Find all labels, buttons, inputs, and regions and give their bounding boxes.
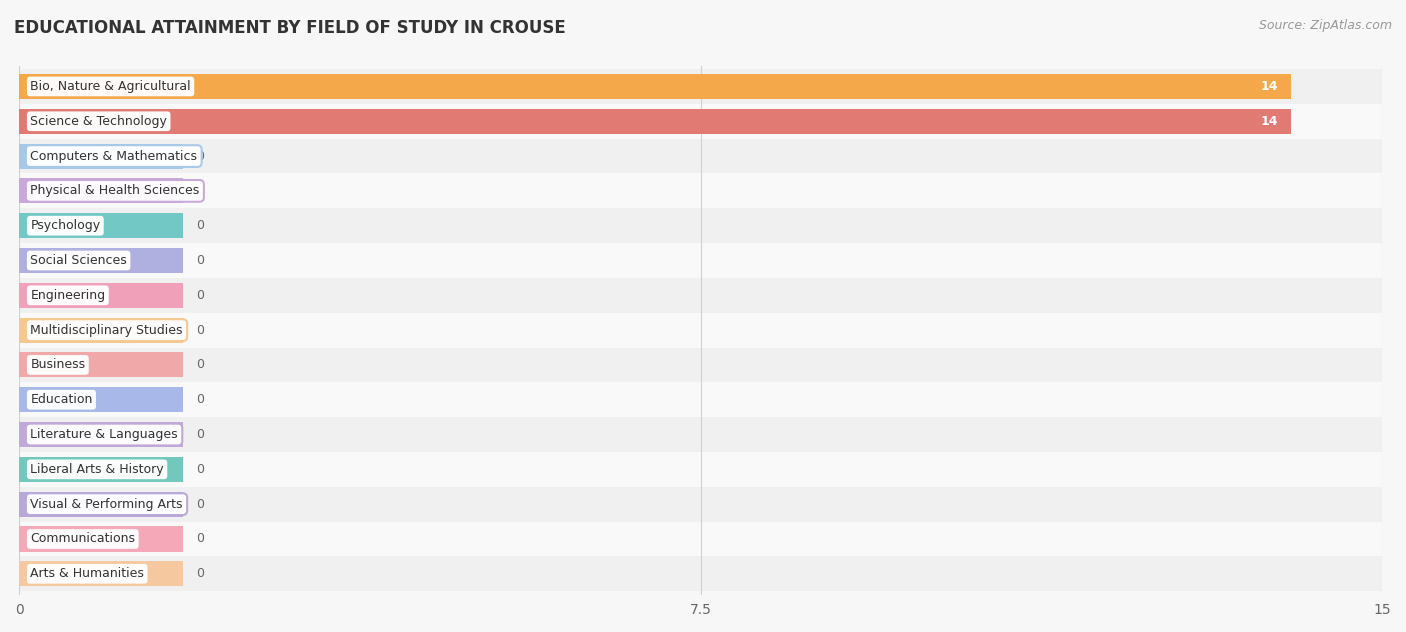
- Text: 0: 0: [197, 568, 204, 580]
- Text: Business: Business: [31, 358, 86, 372]
- Bar: [20, 487, 1382, 521]
- Bar: [20, 318, 183, 343]
- Bar: [20, 313, 1382, 348]
- Text: Literature & Languages: Literature & Languages: [31, 428, 179, 441]
- Text: Liberal Arts & History: Liberal Arts & History: [31, 463, 165, 476]
- Bar: [20, 74, 1291, 99]
- Text: 0: 0: [197, 497, 204, 511]
- Bar: [20, 283, 183, 308]
- Bar: [20, 173, 1382, 209]
- Text: 14: 14: [1260, 115, 1278, 128]
- Text: Social Sciences: Social Sciences: [31, 254, 127, 267]
- Bar: [20, 209, 1382, 243]
- Bar: [20, 243, 1382, 278]
- Text: Engineering: Engineering: [31, 289, 105, 302]
- Bar: [20, 143, 183, 169]
- Text: 0: 0: [197, 219, 204, 232]
- Bar: [20, 382, 1382, 417]
- Text: Arts & Humanities: Arts & Humanities: [31, 568, 145, 580]
- Text: 0: 0: [197, 393, 204, 406]
- Bar: [20, 561, 183, 586]
- Text: 0: 0: [197, 324, 204, 337]
- Bar: [20, 248, 183, 273]
- Text: Communications: Communications: [31, 533, 135, 545]
- Bar: [20, 457, 183, 482]
- Text: 0: 0: [197, 150, 204, 162]
- Text: Education: Education: [31, 393, 93, 406]
- Bar: [20, 521, 1382, 556]
- Bar: [20, 138, 1382, 173]
- Text: 14: 14: [1260, 80, 1278, 93]
- Bar: [20, 556, 1382, 591]
- Bar: [20, 178, 183, 204]
- Bar: [20, 278, 1382, 313]
- Text: EDUCATIONAL ATTAINMENT BY FIELD OF STUDY IN CROUSE: EDUCATIONAL ATTAINMENT BY FIELD OF STUDY…: [14, 19, 565, 37]
- Bar: [20, 109, 1291, 134]
- Text: Computers & Mathematics: Computers & Mathematics: [31, 150, 197, 162]
- Text: 0: 0: [197, 428, 204, 441]
- Bar: [20, 422, 183, 447]
- Bar: [20, 387, 183, 412]
- Text: 0: 0: [197, 289, 204, 302]
- Bar: [20, 526, 183, 552]
- Bar: [20, 104, 1382, 138]
- Bar: [20, 69, 1382, 104]
- Bar: [20, 492, 183, 517]
- Text: 0: 0: [197, 463, 204, 476]
- Bar: [20, 452, 1382, 487]
- Text: 0: 0: [197, 358, 204, 372]
- Text: Science & Technology: Science & Technology: [31, 115, 167, 128]
- Text: Visual & Performing Arts: Visual & Performing Arts: [31, 497, 183, 511]
- Bar: [20, 213, 183, 238]
- Bar: [20, 417, 1382, 452]
- Bar: [20, 353, 183, 377]
- Bar: [20, 348, 1382, 382]
- Text: Psychology: Psychology: [31, 219, 100, 232]
- Text: Source: ZipAtlas.com: Source: ZipAtlas.com: [1258, 19, 1392, 32]
- Text: 0: 0: [197, 185, 204, 197]
- Text: 0: 0: [197, 254, 204, 267]
- Text: Multidisciplinary Studies: Multidisciplinary Studies: [31, 324, 183, 337]
- Text: Bio, Nature & Agricultural: Bio, Nature & Agricultural: [31, 80, 191, 93]
- Text: Physical & Health Sciences: Physical & Health Sciences: [31, 185, 200, 197]
- Text: 0: 0: [197, 533, 204, 545]
